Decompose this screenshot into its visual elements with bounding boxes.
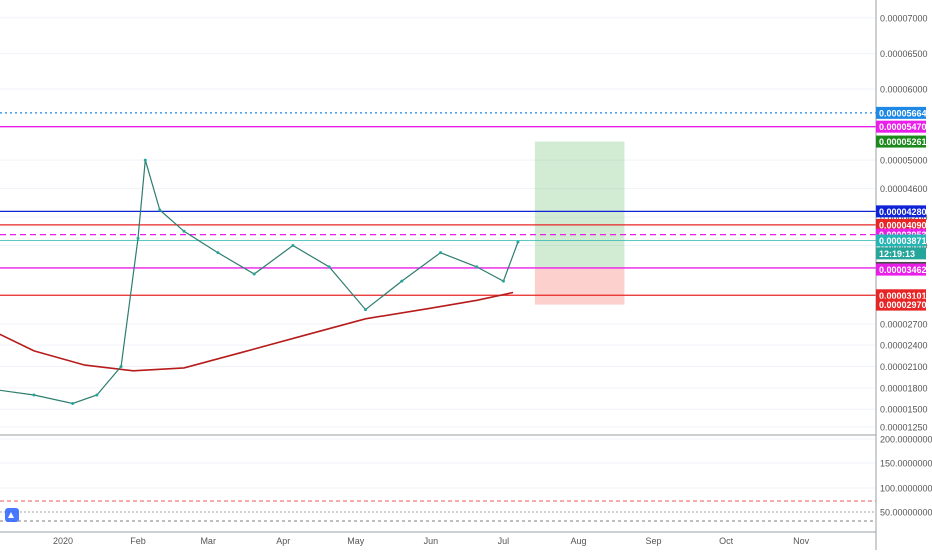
price-point bbox=[216, 251, 220, 255]
price-label-box bbox=[876, 205, 926, 218]
price-tick-label: 0.00006000 bbox=[880, 84, 928, 94]
price-label-text: 0.00004090 bbox=[879, 220, 927, 230]
price-tick-label: 0.00007000 bbox=[880, 13, 928, 23]
price-point bbox=[364, 308, 367, 312]
price-tick-label: 0.00004600 bbox=[880, 184, 928, 194]
price-label-box bbox=[876, 298, 926, 311]
price-label-box bbox=[876, 263, 926, 276]
price-point bbox=[291, 244, 295, 248]
time-axis-label: Nov bbox=[793, 536, 810, 546]
price-point bbox=[400, 279, 404, 283]
time-axis-label: Jul bbox=[498, 536, 510, 546]
price-series bbox=[0, 158, 520, 406]
price-tick-label: 0.00002400 bbox=[880, 341, 928, 351]
moving-average-line bbox=[0, 291, 514, 372]
price-label-box bbox=[876, 247, 926, 260]
price-label-text: 12:19:13 bbox=[879, 249, 915, 259]
price-point bbox=[136, 236, 140, 240]
price-label-box bbox=[876, 135, 926, 148]
price-tick-label: 0.00001500 bbox=[880, 405, 928, 415]
time-axis-label: May bbox=[347, 536, 365, 546]
price-point bbox=[516, 240, 520, 244]
price-point bbox=[32, 393, 36, 397]
rsi-tick-label: 50.00000000 bbox=[880, 508, 932, 518]
price-label-box bbox=[876, 120, 926, 133]
price-label-text: 0.00003101 bbox=[879, 291, 927, 301]
time-axis-label: Aug bbox=[570, 536, 586, 546]
time-axis-label: Mar bbox=[200, 536, 216, 546]
price-tick-label: 0.00001800 bbox=[880, 383, 928, 393]
price-point bbox=[182, 229, 186, 233]
price-label-text: 0.00005664 bbox=[879, 108, 927, 118]
time-axis-label: Feb bbox=[130, 536, 146, 546]
price-label-box bbox=[876, 289, 926, 302]
price-label-text: 0.00002970 bbox=[879, 300, 927, 310]
price-tick-label: 0.00005000 bbox=[880, 156, 928, 166]
price-tick-label: 0.00001250 bbox=[880, 423, 928, 433]
tradingview-logo-icon bbox=[5, 508, 19, 522]
grid bbox=[0, 17, 876, 428]
cci-tick-label: 200.00000000 bbox=[880, 435, 932, 445]
price-tick-label: 0.00006500 bbox=[880, 49, 928, 59]
time-axis-label: Apr bbox=[276, 536, 290, 546]
price-tick-label: 0.00004200 bbox=[880, 213, 928, 223]
time-axis-label: Oct bbox=[719, 536, 734, 546]
time-axis-label: 2020 bbox=[53, 536, 73, 546]
indicator-panes bbox=[0, 438, 876, 522]
price-point bbox=[439, 251, 443, 255]
price-point bbox=[95, 393, 99, 397]
price-point bbox=[327, 265, 331, 269]
price-tick-label: 0.00002700 bbox=[880, 319, 928, 329]
price-label-box bbox=[876, 106, 926, 119]
horizontal-lines[interactable] bbox=[0, 112, 876, 296]
price-label-box bbox=[876, 234, 926, 247]
profit-zone bbox=[534, 141, 625, 268]
price-tick-label: 0.00002100 bbox=[880, 362, 928, 372]
price-label-text: 0.00005261 bbox=[879, 137, 927, 147]
time-axis-label: Jun bbox=[424, 536, 439, 546]
price-point bbox=[71, 402, 75, 406]
price-point bbox=[252, 272, 256, 276]
time-axis-label: Sep bbox=[645, 536, 661, 546]
long-position-tool[interactable] bbox=[534, 141, 625, 305]
price-label-box bbox=[876, 218, 926, 231]
price-point bbox=[475, 265, 479, 269]
cci-tick-label: 150.00000000 bbox=[880, 459, 932, 469]
time-axis: 2020 Feb Mar Apr May Jun Jul Aug Sep Oct Nov bbox=[53, 536, 810, 546]
cci-tick-label: 100.00000000 bbox=[880, 484, 932, 494]
price-point bbox=[158, 208, 162, 212]
price-axis-labels: 0.00005664 0.00005470 0.00005261 0.00004280… bbox=[876, 106, 927, 311]
price-label-text: 0.00004280 bbox=[879, 207, 927, 217]
price-label-text: 0.00003871 bbox=[879, 236, 927, 246]
price-label-text: 0.00003462 bbox=[879, 265, 927, 275]
loss-zone bbox=[534, 267, 625, 305]
price-label-text: 0.00005470 bbox=[879, 122, 927, 132]
price-point bbox=[143, 158, 147, 162]
price-point bbox=[501, 279, 505, 283]
price-point bbox=[119, 365, 123, 369]
